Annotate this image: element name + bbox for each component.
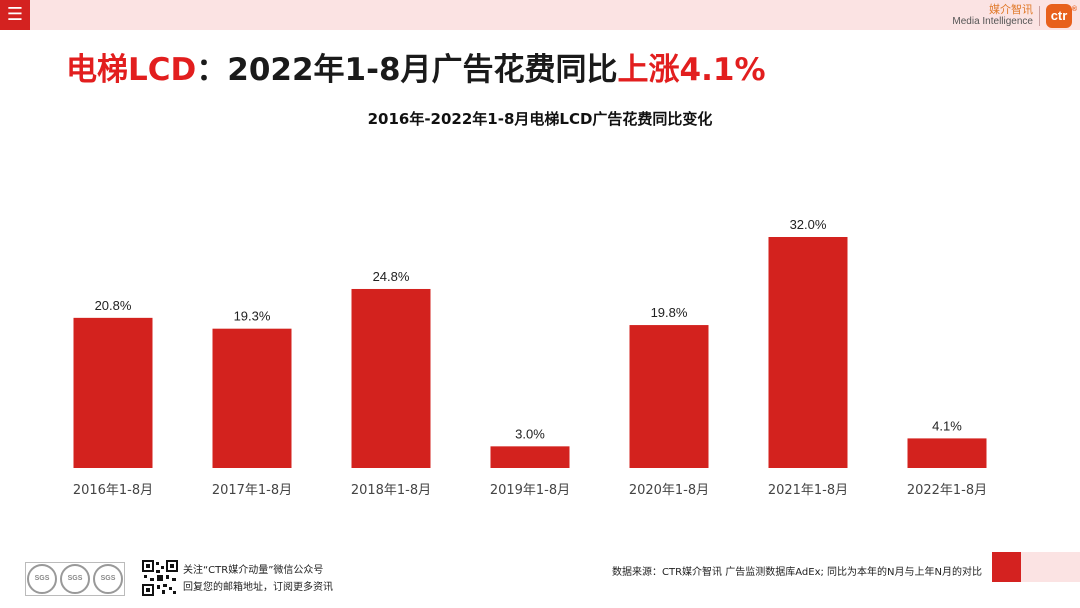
ctr-logo-icon: ctr ® [1046,4,1077,28]
bar-6 [907,438,987,468]
sgs-seal-icon: SGS [27,564,57,594]
bar-3 [490,446,570,468]
category-label-0: 2016年1-8月 [73,483,153,498]
follow-instructions: 关注“CTR媒介动量”微信公众号 回复您的邮箱地址，订阅更多资讯 [183,562,333,596]
sgs-seal-icon: SGS [93,564,123,594]
title-part-2: ：2022年1-8月广告花费同比 [196,52,618,88]
qr-code-icon[interactable] [142,560,178,596]
sgs-seal-icon: SGS [60,564,90,594]
corner-accent-pink [1021,552,1080,582]
seal-text-3: SGS [100,575,116,582]
page-title: 电梯LCD：2022年1-8月广告花费同比上涨4.1% [66,44,766,89]
category-label-3: 2019年1-8月 [490,483,570,498]
data-label-3: 3.0% [515,426,545,441]
follow-line-1: 关注“CTR媒介动量”微信公众号 [183,565,324,576]
ctr-logo-text: ctr [1050,8,1068,23]
title-part-1: 电梯LCD [66,52,197,88]
seal-text-2: SGS [67,575,83,582]
brand-text: 媒介智讯 Media Intelligence [952,4,1033,28]
bar-0 [73,317,153,468]
bar-1 [212,328,292,468]
menu-icon[interactable]: ☰ [0,0,30,30]
chart-title: 2016年-2022年1-8月电梯LCD广告花费同比变化 [367,110,713,128]
category-label-5: 2021年1-8月 [768,483,848,498]
bar-2 [351,288,431,468]
brand-separator [1039,6,1040,26]
certification-seals: SGS SGS SGS [25,562,125,596]
brand-cn: 媒介智讯 [989,4,1033,16]
data-label-5: 32.0% [790,217,827,232]
top-bar: ☰ 媒介智讯 Media Intelligence ctr ® [0,0,1080,30]
bar-chart: 20.8% 2016年1-8月 19.3% 2017年1-8月 24.8% 2018年1-… [73,217,987,498]
category-label-1: 2017年1-8月 [212,483,292,498]
bar-4 [629,325,709,468]
data-label-4: 19.8% [651,305,688,320]
category-label-4: 2020年1-8月 [629,483,709,498]
follow-line-2: 回复您的邮箱地址，订阅更多资讯 [183,582,333,593]
brand-logo-group: 媒介智讯 Media Intelligence ctr ® [952,3,1077,29]
data-label-1: 19.3% [234,309,271,324]
data-label-6: 4.1% [932,418,962,433]
seal-text-1: SGS [34,575,50,582]
bar-5 [768,237,848,468]
data-label-0: 20.8% [95,298,132,313]
brand-en: Media Intelligence [952,16,1033,27]
data-label-2: 24.8% [373,269,410,284]
category-label-6: 2022年1-8月 [907,483,987,498]
category-label-2: 2018年1-8月 [351,483,431,498]
title-part-3: 上涨4.1% [617,52,766,88]
data-source-note: 数据来源：CTR媒介智讯 广告监测数据库AdEx; 同比为本年的N月与上年N月的… [612,567,982,578]
seal-box: SGS SGS SGS [25,562,125,596]
corner-accent-red [992,552,1021,582]
